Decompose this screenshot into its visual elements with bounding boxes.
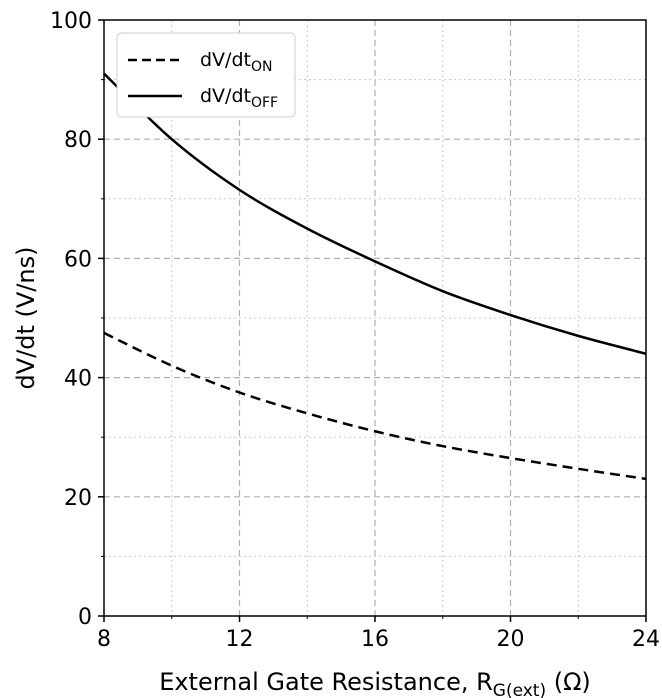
y-tick-label: 0 (78, 605, 92, 630)
y-tick-label: 100 (50, 9, 92, 34)
y-axis-label: dV/dt (V/ns) (12, 247, 40, 390)
x-tick-label: 8 (97, 627, 111, 652)
series-line-on (103, 331, 647, 481)
y-tick-label: 20 (64, 486, 92, 511)
legend-entry-on-main: dV/dt (200, 49, 251, 71)
series-layer (103, 72, 647, 481)
x-axis-label-unit: (Ω) (546, 668, 591, 696)
y-tick-label: 80 (64, 128, 92, 153)
x-axis-label: External Gate Resistance, RG(ext) (Ω) (159, 668, 591, 698)
legend-entry-off-subscript: OFF (251, 95, 278, 111)
y-tick-label: 60 (64, 247, 92, 272)
x-axis-label-main: External Gate Resistance, R (159, 668, 493, 696)
legend-entry-off-main: dV/dt (200, 85, 251, 107)
y-tick-label: 40 (64, 367, 92, 392)
legend-entry-on: dV/dtON (200, 49, 272, 75)
series-line-off (103, 72, 647, 355)
x-tick-label: 12 (226, 627, 254, 652)
axis-ticks: 8 12 16 20 24 0 20 40 60 80 100 (50, 9, 660, 652)
legend-entry-on-subscript: ON (251, 59, 273, 75)
x-axis-label-subscript: G(ext) (493, 681, 546, 698)
major-grid (104, 20, 646, 616)
legend: dV/dtON dV/dtOFF (116, 32, 296, 118)
x-tick-label: 20 (497, 627, 525, 652)
x-tick-label: 24 (632, 627, 660, 652)
legend-entry-off: dV/dtOFF (200, 85, 278, 111)
x-tick-label: 16 (361, 627, 389, 652)
